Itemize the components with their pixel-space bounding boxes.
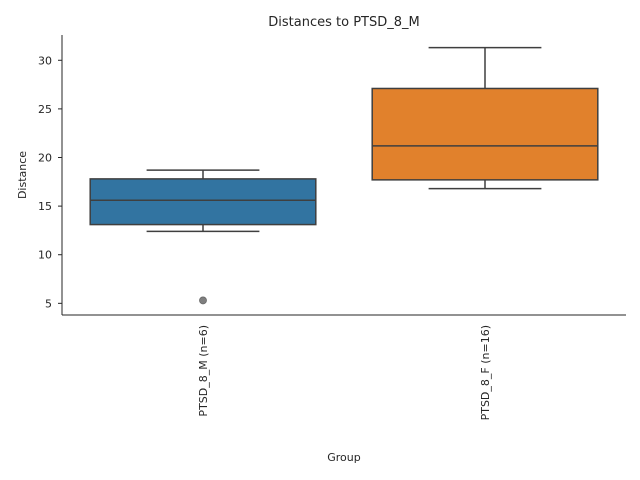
box-iqr [89, 178, 317, 226]
x-tick-label: PTSD_8_M (n=6) [197, 325, 210, 417]
box-group [89, 46, 599, 305]
outlier-point [199, 296, 207, 305]
x-tick-label: PTSD_8_F (n=16) [479, 325, 492, 420]
y-tick-group: 5 10 15 20 25 30 [38, 54, 62, 310]
y-tick-label: 15 [38, 200, 52, 213]
y-tick-label: 10 [38, 249, 52, 262]
box-iqr [371, 87, 599, 181]
y-axis-label: Distance [16, 151, 29, 199]
chart-title: Distances to PTSD_8_M [268, 15, 419, 30]
y-tick-label: 20 [38, 152, 52, 165]
x-tick-group: PTSD_8_M (n=6) PTSD_8_F (n=16) [197, 325, 492, 420]
y-tick-label: 25 [38, 103, 52, 116]
y-tick-label: 30 [38, 54, 52, 67]
y-tick-label: 5 [45, 297, 52, 310]
x-axis-label: Group [327, 451, 361, 464]
